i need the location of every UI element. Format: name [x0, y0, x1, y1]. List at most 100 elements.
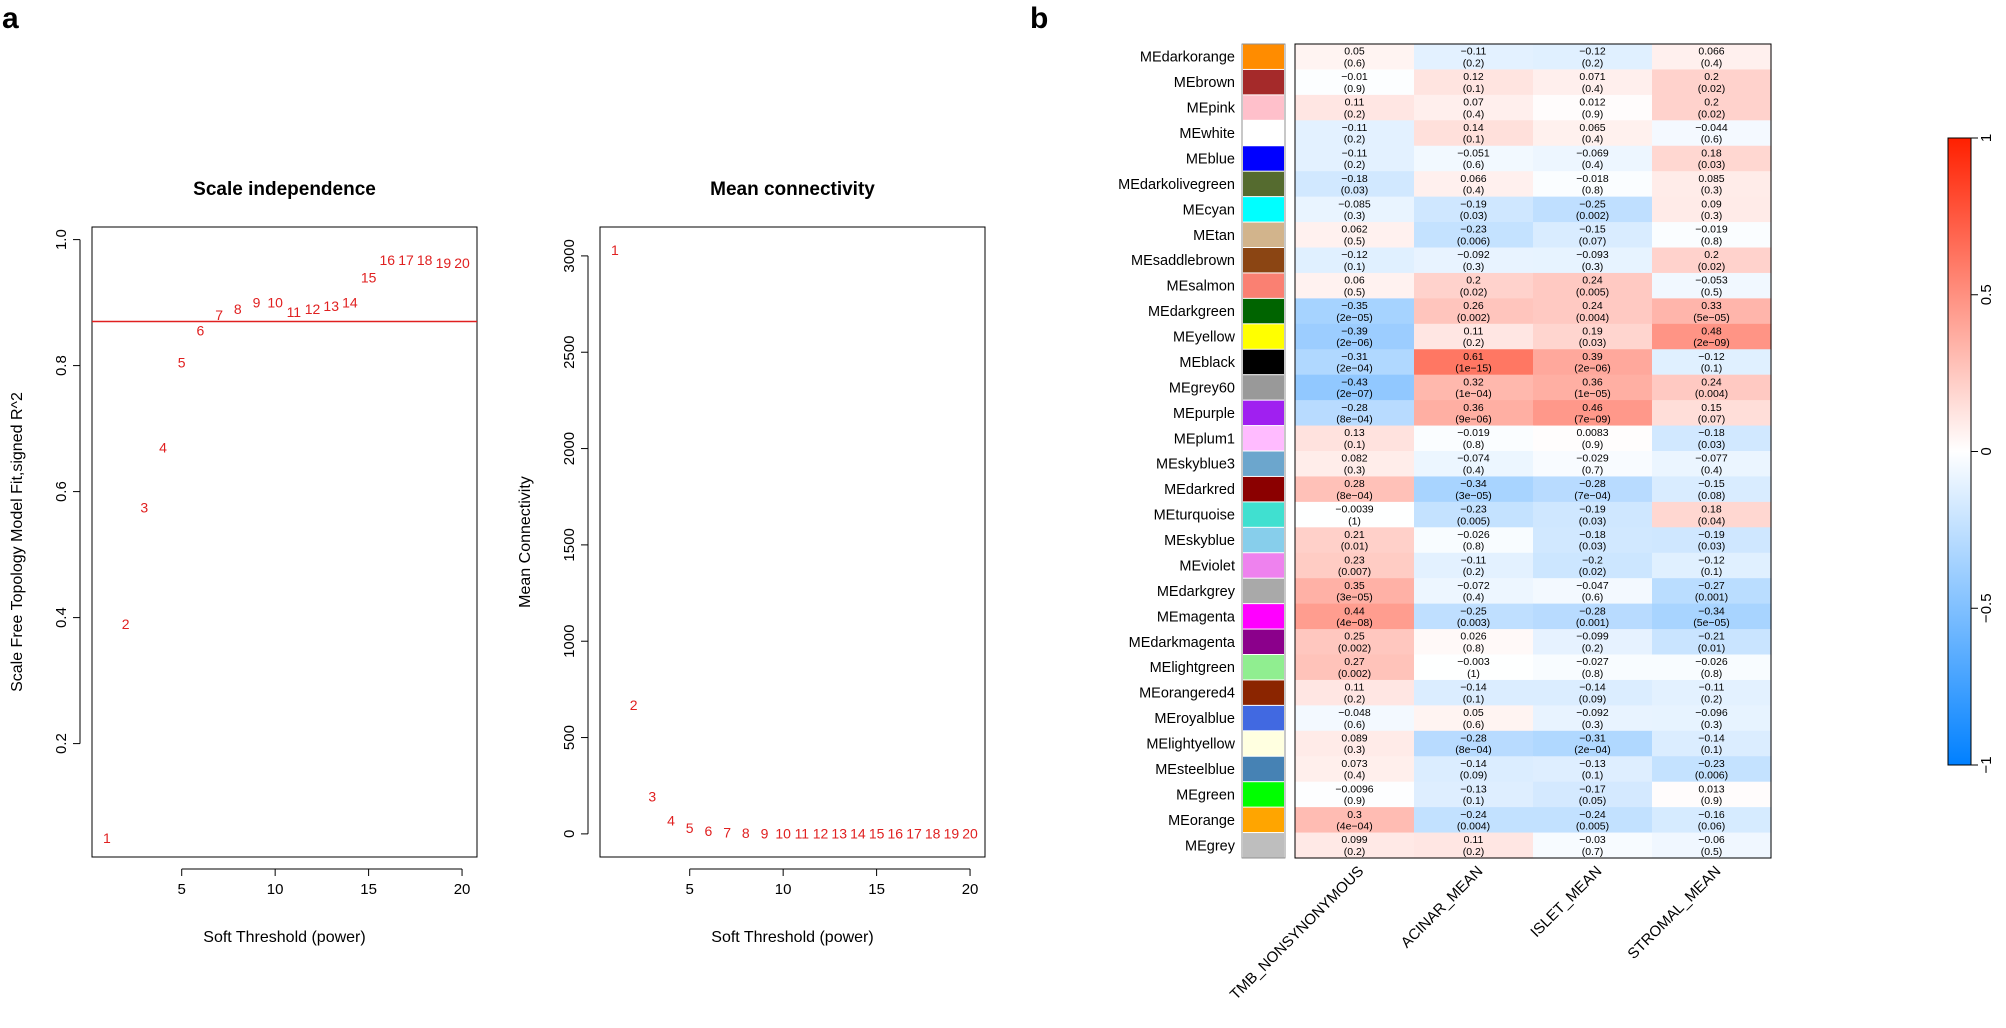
- cell-pvalue: (0.4): [1701, 57, 1723, 69]
- data-point: 13: [831, 826, 847, 842]
- cell-correlation: −0.074: [1457, 453, 1490, 465]
- heatmap-row: −0.18(0.03) 0.066(0.4) −0.018(0.8) 0.085(0.…: [1295, 171, 1772, 198]
- cell-correlation: 0.11: [1345, 682, 1365, 694]
- heatmap-cell: [1295, 44, 1415, 71]
- heatmap-cell: [1652, 145, 1772, 172]
- cell-pvalue: (0.6): [1463, 159, 1485, 171]
- cell-pvalue: (5e−05): [1693, 312, 1729, 324]
- cell-correlation: 0.27: [1344, 656, 1365, 668]
- heatmap-cell: [1414, 69, 1534, 96]
- heatmap-cell: [1533, 807, 1653, 834]
- cell-correlation: −0.25: [1460, 605, 1487, 617]
- heatmap-cell: [1414, 323, 1534, 350]
- row-label: MEbrown: [1174, 75, 1235, 91]
- data-point: 18: [925, 826, 941, 842]
- data-point: 17: [906, 826, 922, 842]
- cell-pvalue: (0.4): [1463, 592, 1485, 604]
- cell-pvalue: (7e−04): [1574, 490, 1610, 502]
- cell-correlation: −0.31: [1341, 351, 1368, 363]
- row-labels: MEdarkorange MEbrown MEpink MEwhite MEblue ME…: [1118, 50, 1236, 855]
- heatmap-cell: [1295, 425, 1415, 452]
- row-label: MEskyblue: [1164, 533, 1235, 549]
- x-axis: 5 10 15 20: [178, 868, 470, 898]
- heatmap-cell: [1533, 272, 1653, 299]
- cell-pvalue: (0.5): [1344, 235, 1366, 247]
- heatmap-cell: [1533, 603, 1653, 630]
- heatmap-cell: [1533, 374, 1653, 401]
- module-swatch: [1243, 604, 1284, 629]
- heatmap-cell: [1533, 222, 1653, 249]
- heatmap-cell: [1414, 807, 1534, 834]
- heatmap-cell: [1414, 247, 1534, 274]
- row-label: MElightgreen: [1150, 660, 1235, 676]
- cell-pvalue: (4e−08): [1336, 617, 1372, 629]
- cell-pvalue: (0.02): [1460, 286, 1487, 298]
- heatmap-cell: [1652, 272, 1772, 299]
- module-swatch: [1243, 273, 1284, 298]
- heatmap-cell: [1295, 501, 1415, 528]
- cell-pvalue: (0.02): [1698, 83, 1725, 95]
- cell-correlation: 0.2: [1704, 97, 1719, 109]
- row-label: MEdarkred: [1164, 482, 1235, 498]
- cell-correlation: −0.047: [1576, 580, 1609, 592]
- cell-pvalue: (0.3): [1582, 261, 1604, 273]
- x-tick-label: 10: [775, 881, 792, 898]
- data-point: 4: [667, 812, 675, 828]
- cell-correlation: −0.099: [1576, 631, 1609, 643]
- module-swatch: [1243, 655, 1284, 680]
- heatmap-cell: [1295, 756, 1415, 783]
- cell-correlation: 0.11: [1345, 97, 1365, 109]
- cell-correlation: −0.28: [1341, 402, 1368, 414]
- data-point: 8: [234, 301, 242, 317]
- module-swatch: [1243, 248, 1284, 273]
- module-swatch: [1243, 578, 1284, 604]
- cell-pvalue: (0.03): [1579, 337, 1606, 349]
- cell-pvalue: (0.6): [1582, 592, 1604, 604]
- heatmap-cell: [1414, 603, 1534, 630]
- y-axis: 0 500 1000 1500 2000 2500 3000: [561, 239, 589, 838]
- data-point: 14: [850, 826, 866, 842]
- cell-pvalue: (0.02): [1698, 261, 1725, 273]
- cell-correlation: −0.21: [1698, 631, 1725, 643]
- cell-correlation: −0.35: [1341, 300, 1368, 312]
- heatmap-cell: [1533, 349, 1653, 376]
- cell-pvalue: (0.5): [1701, 286, 1723, 298]
- x-tick-label: 15: [360, 881, 377, 898]
- heatmap-cell: [1295, 374, 1415, 401]
- heatmap-cell: [1533, 171, 1653, 198]
- heatmap-cell: [1295, 94, 1415, 121]
- row-label: MElightyellow: [1146, 737, 1235, 753]
- module-swatch: [1243, 527, 1284, 553]
- cell-correlation: −0.01: [1341, 71, 1368, 83]
- heatmap-cell: [1414, 679, 1534, 706]
- heatmap-cell: [1295, 527, 1415, 554]
- data-point: 2: [630, 697, 638, 713]
- heatmap-row: −0.43(2e−07) 0.32(1e−04) 0.36(1e−05) 0.24(0…: [1295, 374, 1772, 401]
- data-point: 4: [159, 440, 167, 456]
- column-label: ISLET_MEAN: [1527, 863, 1605, 941]
- cell-correlation: 0.19: [1582, 325, 1603, 337]
- heatmap-cell: [1295, 69, 1415, 96]
- cell-correlation: −0.11: [1342, 147, 1368, 159]
- heatmap-row: −0.35(2e−05) 0.26(0.002) 0.24(0.004) 0.33(5…: [1295, 298, 1772, 325]
- data-point: 20: [454, 255, 470, 271]
- cell-correlation: 0.099: [1341, 834, 1367, 846]
- cell-pvalue: (0.2): [1463, 566, 1485, 578]
- heatmap-row: 0.062(0.5) −0.23(0.006) −0.15(0.07) −0.019(…: [1295, 222, 1772, 249]
- cell-pvalue: (0.2): [1344, 693, 1366, 705]
- cell-correlation: 0.44: [1344, 605, 1365, 617]
- heatmap-frame: [1294, 43, 1772, 859]
- heatmap-row: −0.0096(0.9)−0.13(0.1)−0.17(0.05)0.013(0…: [1295, 781, 1772, 808]
- cell-correlation: −0.19: [1460, 198, 1487, 210]
- data-point: 6: [704, 823, 712, 839]
- cell-correlation: −0.11: [1461, 554, 1487, 566]
- cell-pvalue: (0.09): [1579, 693, 1606, 705]
- x-axis-label: Soft Threshold (power): [711, 929, 873, 946]
- cell-pvalue: (3e−05): [1336, 592, 1372, 604]
- cell-pvalue: (0.1): [1344, 261, 1366, 273]
- cell-pvalue: (0.8): [1582, 668, 1604, 680]
- heatmap-cell: [1652, 629, 1772, 656]
- y-tick-label: 0.6: [53, 481, 70, 502]
- cell-pvalue: (3e−05): [1455, 490, 1491, 502]
- heatmap-cell: [1652, 298, 1772, 325]
